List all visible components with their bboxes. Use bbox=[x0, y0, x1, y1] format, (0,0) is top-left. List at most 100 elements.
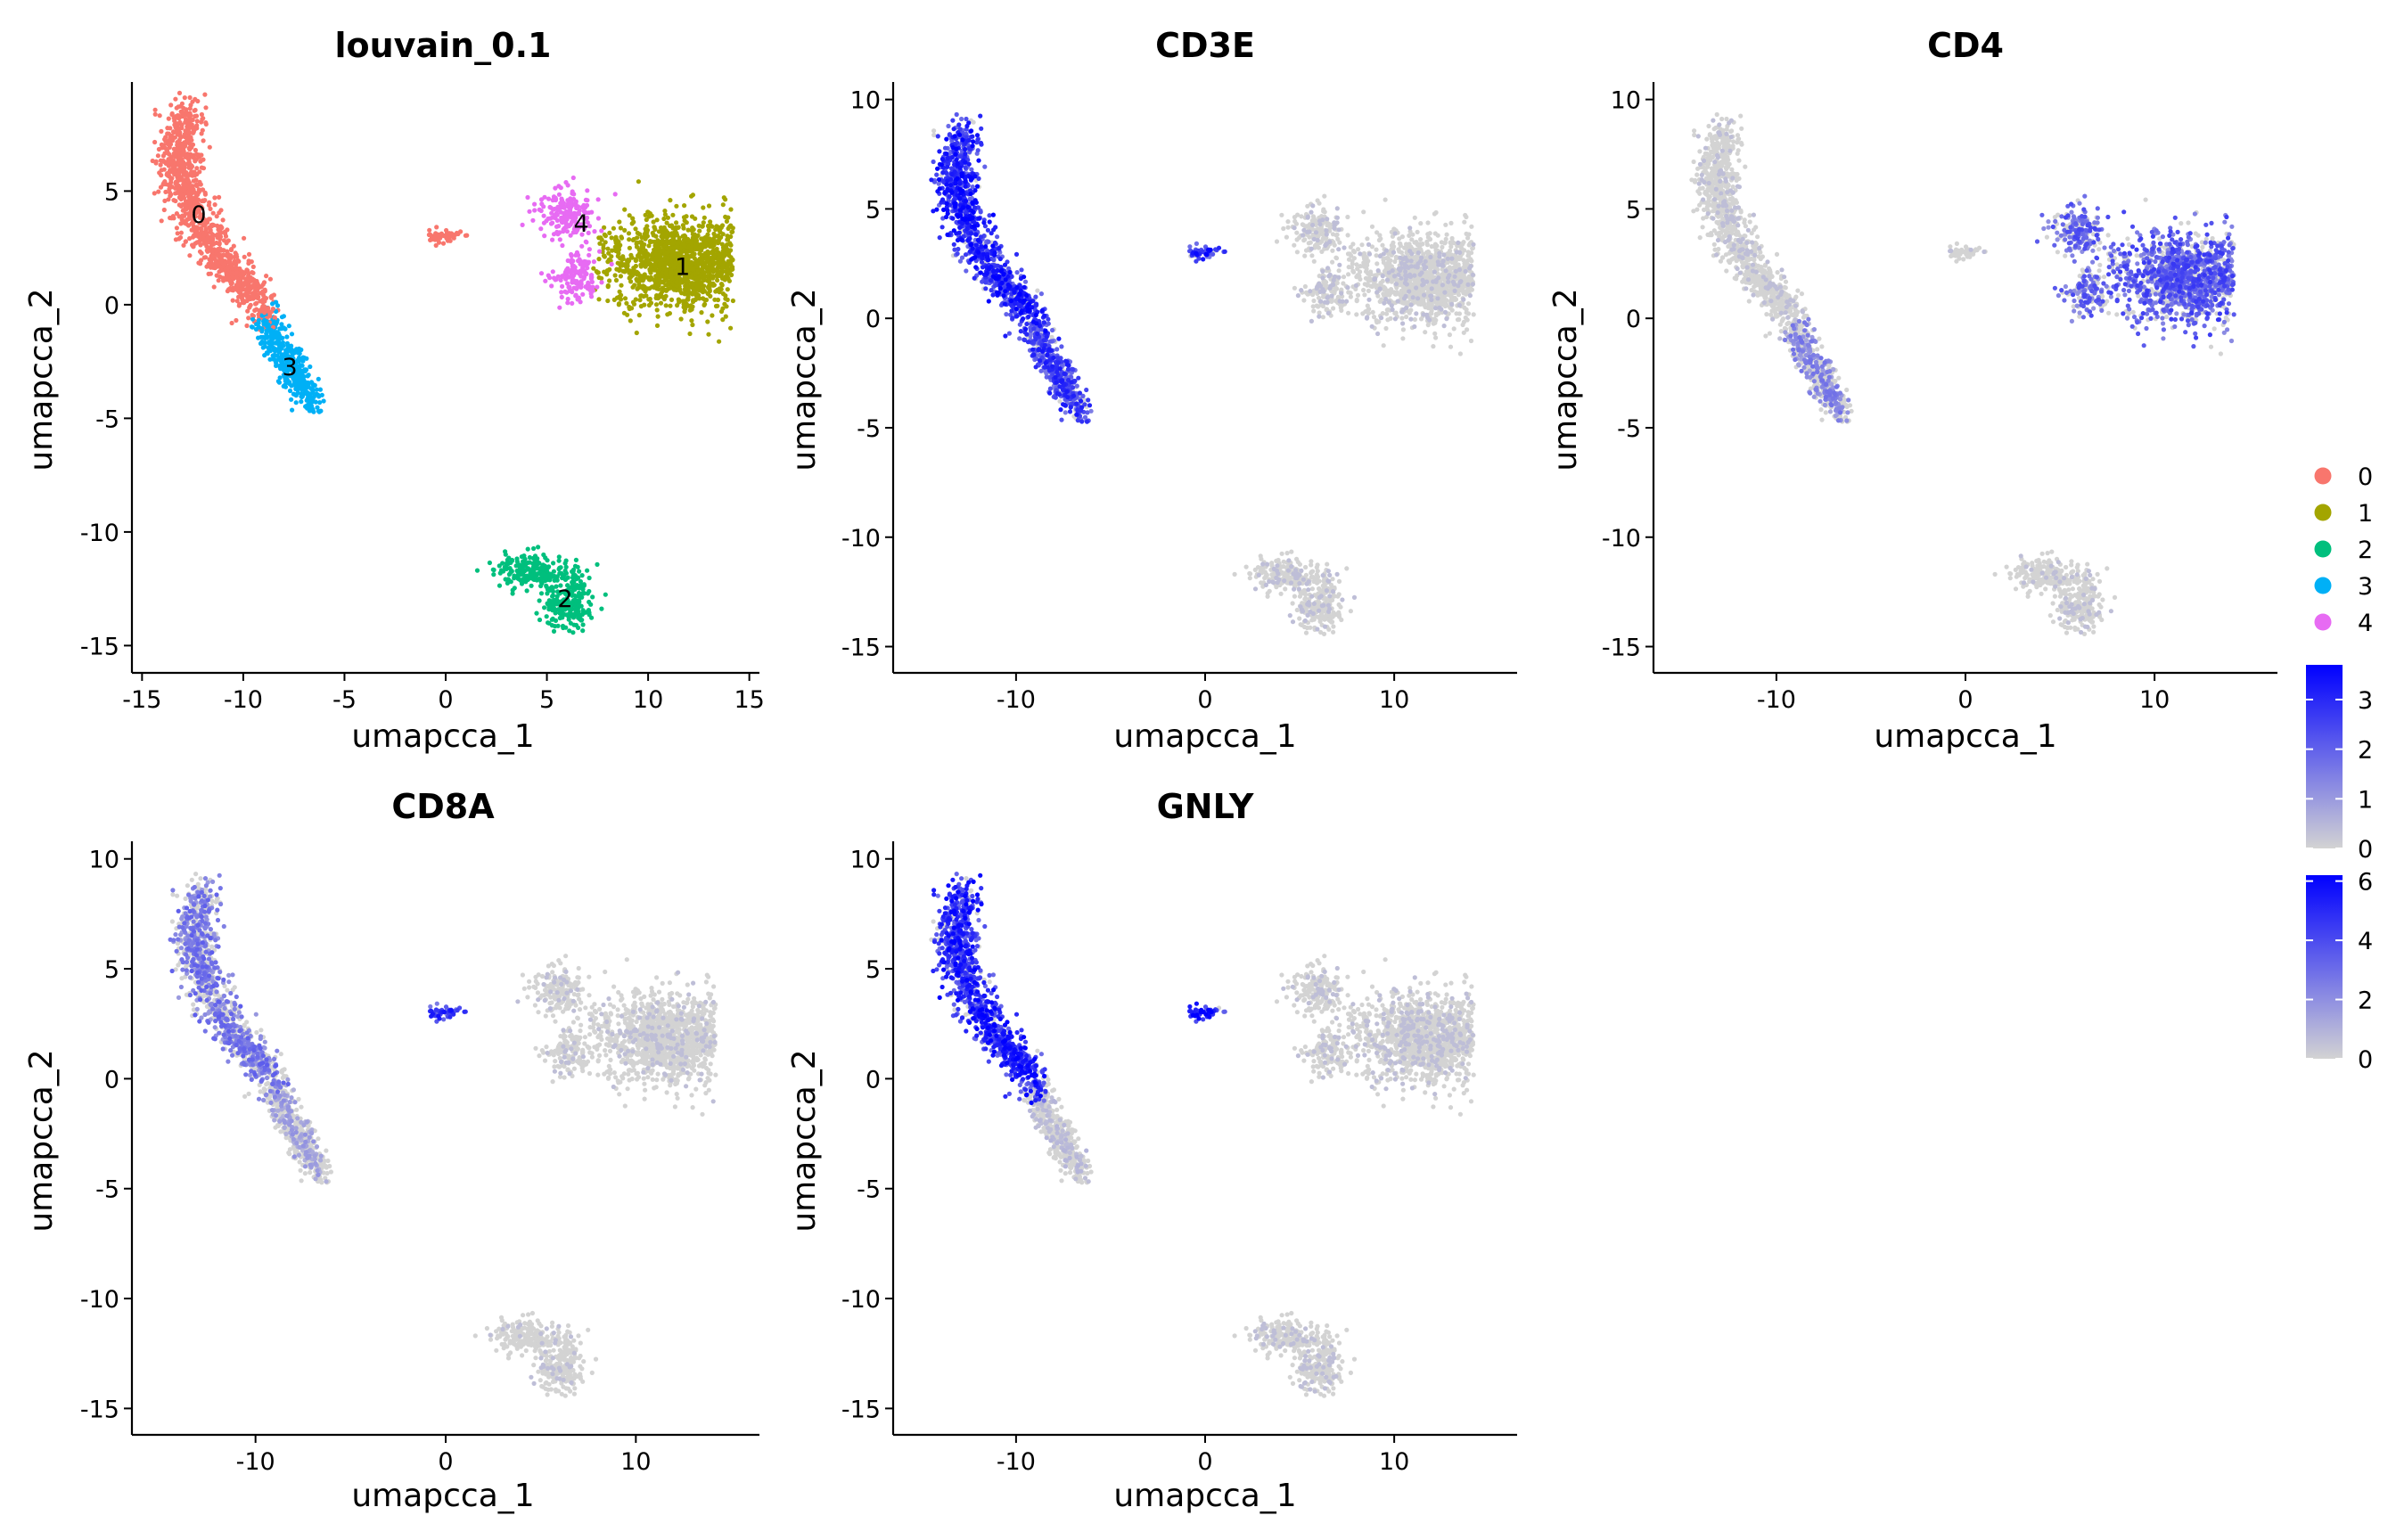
cell-point bbox=[178, 160, 184, 165]
cell-point bbox=[728, 325, 734, 331]
cell-point bbox=[670, 212, 676, 217]
cell-point bbox=[612, 273, 618, 278]
cell-point bbox=[201, 138, 206, 143]
cell-point bbox=[1448, 248, 1453, 253]
cell-point bbox=[587, 252, 592, 258]
cell-point bbox=[259, 327, 265, 332]
cell-point bbox=[527, 209, 532, 214]
cell-point bbox=[230, 266, 235, 271]
cell-point bbox=[648, 274, 654, 280]
cell-point bbox=[204, 240, 209, 245]
cell-point bbox=[197, 179, 202, 184]
cell-point bbox=[1432, 331, 1438, 336]
cell-point bbox=[1294, 250, 1300, 255]
cell-point bbox=[308, 364, 313, 370]
cell-point bbox=[172, 119, 177, 124]
cell-point bbox=[703, 264, 709, 270]
cell-point bbox=[537, 598, 542, 603]
cell-point bbox=[1415, 280, 1421, 285]
cell-point bbox=[173, 181, 178, 186]
cell-point bbox=[505, 561, 511, 567]
cell-point bbox=[1412, 316, 1417, 323]
cell-point bbox=[693, 237, 698, 242]
cell-point bbox=[694, 284, 701, 291]
cell-point bbox=[317, 400, 323, 405]
cell-point bbox=[691, 299, 696, 305]
cell-point bbox=[490, 567, 496, 572]
cell-point bbox=[1311, 308, 1317, 314]
cell-point bbox=[564, 612, 570, 618]
cell-point bbox=[1351, 250, 1358, 255]
cell-point bbox=[236, 258, 242, 264]
cell-point bbox=[185, 178, 191, 184]
cell-point bbox=[183, 239, 188, 244]
cell-point bbox=[586, 283, 591, 288]
cell-point bbox=[512, 573, 517, 578]
cell-point bbox=[187, 164, 193, 169]
cell-point bbox=[289, 397, 294, 402]
cell-point bbox=[563, 570, 570, 576]
cell-point bbox=[576, 598, 581, 603]
cell-point bbox=[1371, 315, 1377, 320]
cell-point bbox=[201, 116, 206, 121]
cell-point bbox=[728, 242, 734, 248]
cell-point bbox=[183, 211, 188, 217]
cell-point bbox=[1354, 262, 1359, 267]
cell-point bbox=[1408, 307, 1414, 313]
cell-point bbox=[209, 253, 214, 258]
cell-point bbox=[722, 301, 727, 307]
cell-point bbox=[682, 203, 687, 209]
cell-point bbox=[214, 249, 219, 254]
cell-point bbox=[674, 220, 679, 225]
cell-point bbox=[690, 266, 695, 273]
cell-point bbox=[664, 238, 669, 243]
cell-point bbox=[642, 272, 647, 277]
cell-point bbox=[503, 577, 508, 582]
cell-point bbox=[1463, 260, 1469, 266]
cell-point bbox=[633, 226, 638, 232]
cell-point bbox=[586, 608, 592, 613]
cluster-label: 0 bbox=[191, 201, 206, 229]
cell-point bbox=[667, 311, 673, 316]
cell-point bbox=[720, 202, 726, 208]
cell-point bbox=[1448, 220, 1454, 225]
cell-point bbox=[641, 293, 646, 299]
cell-point bbox=[625, 266, 630, 272]
cell-point bbox=[1404, 314, 1409, 320]
cell-point bbox=[646, 243, 652, 249]
cell-point bbox=[663, 272, 669, 277]
cell-point bbox=[287, 388, 293, 394]
cell-point bbox=[1442, 241, 1448, 246]
cell-point bbox=[281, 314, 286, 319]
cell-point bbox=[725, 287, 730, 292]
cell-point bbox=[315, 405, 320, 410]
cell-point bbox=[212, 202, 217, 208]
cell-point bbox=[1362, 282, 1367, 287]
cell-point bbox=[1396, 247, 1401, 252]
cell-point bbox=[167, 163, 172, 168]
cell-point bbox=[652, 225, 657, 230]
cell-point bbox=[726, 224, 733, 230]
cell-point bbox=[259, 339, 265, 345]
cell-point bbox=[1285, 225, 1291, 230]
cell-point bbox=[292, 392, 298, 397]
cell-point bbox=[266, 340, 271, 346]
cell-point bbox=[553, 185, 558, 191]
cell-point bbox=[728, 248, 734, 253]
cell-point bbox=[541, 220, 547, 225]
cell-point bbox=[728, 207, 734, 212]
cell-point bbox=[554, 276, 559, 282]
cell-point bbox=[710, 283, 716, 288]
cell-point bbox=[730, 266, 735, 272]
cell-point bbox=[689, 193, 694, 199]
cell-point bbox=[557, 305, 562, 310]
cell-point bbox=[168, 102, 174, 108]
cell-point bbox=[188, 171, 193, 176]
cluster-label: 4 bbox=[574, 210, 589, 238]
cell-point bbox=[173, 191, 178, 196]
cell-point bbox=[546, 196, 552, 201]
cell-point bbox=[697, 296, 702, 301]
cell-point bbox=[1433, 335, 1439, 340]
cell-point bbox=[186, 192, 192, 198]
